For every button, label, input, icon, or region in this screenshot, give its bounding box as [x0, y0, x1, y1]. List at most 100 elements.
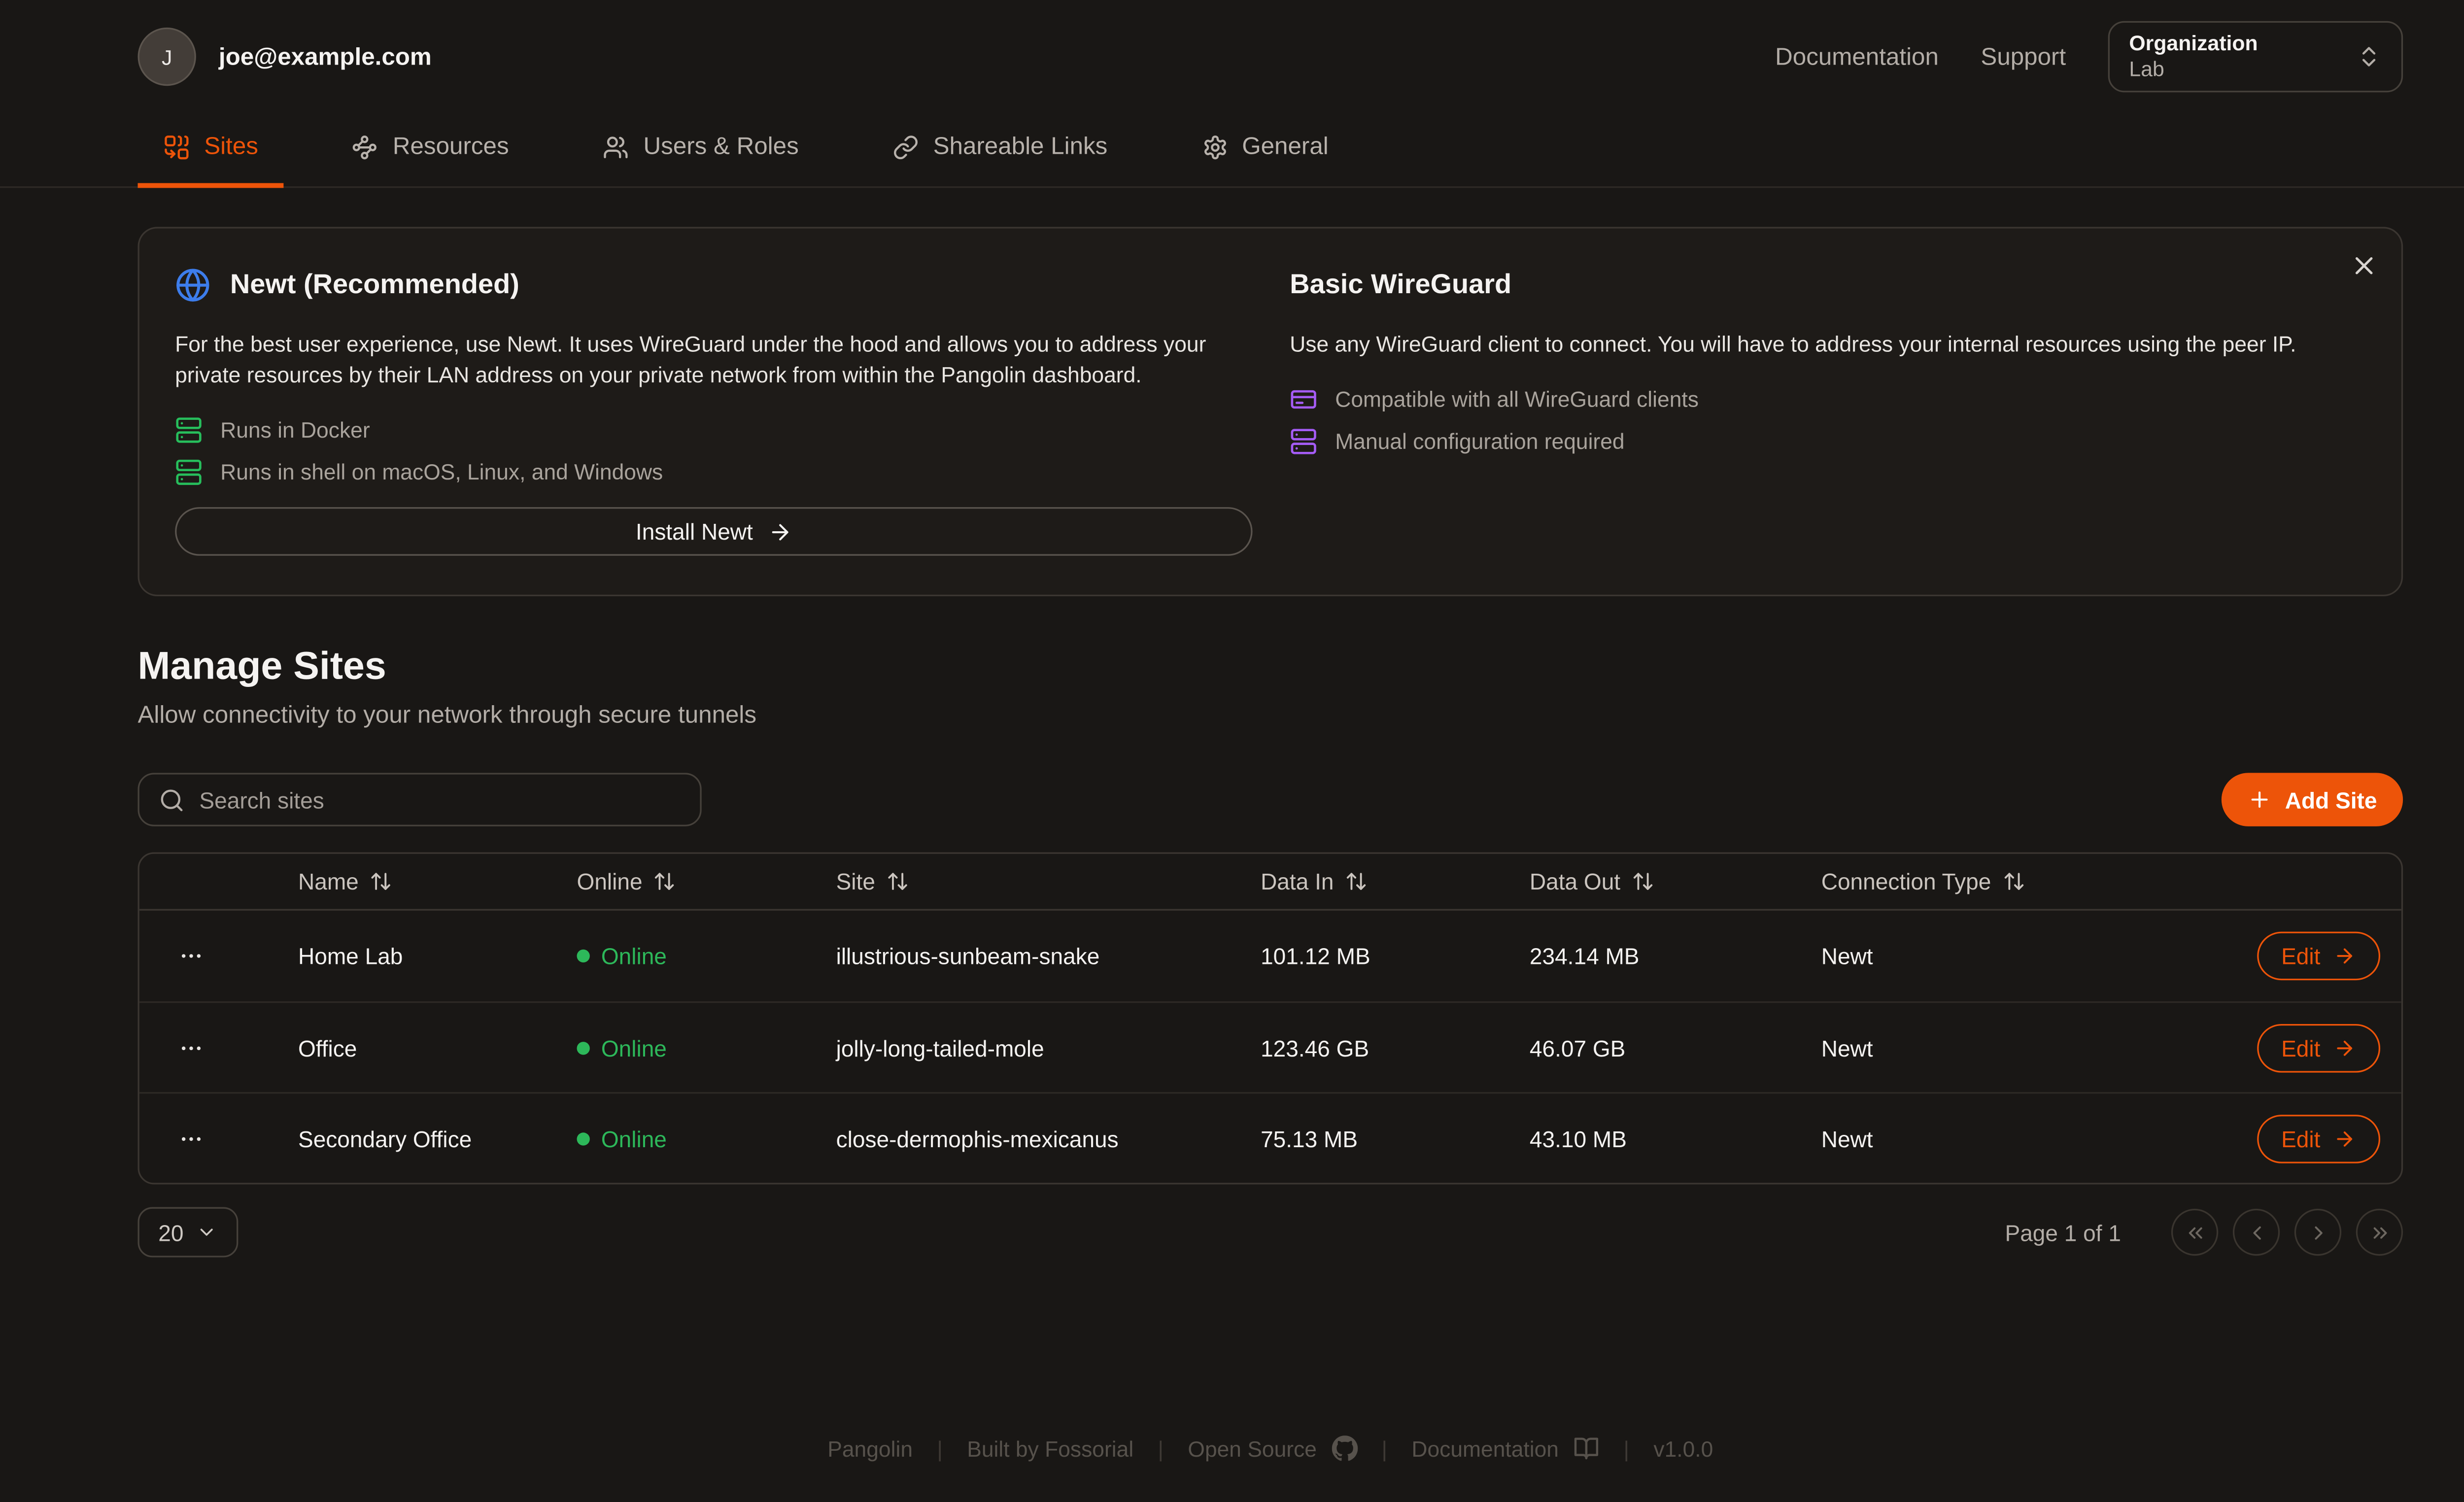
table-row: Secondary Office Online close-dermophis-… — [139, 1092, 2401, 1183]
search-icon — [161, 788, 183, 811]
user-menu[interactable]: J joe@example.com — [137, 27, 432, 86]
newt-feature: Runs in shell on macOS, Linux, and Windo… — [175, 457, 1253, 486]
first-page-button[interactable] — [2171, 1208, 2219, 1256]
org-selector[interactable]: Organization Lab — [2108, 21, 2403, 93]
feature-label: Runs in shell on macOS, Linux, and Windo… — [220, 459, 663, 484]
search-box — [137, 773, 702, 826]
edit-button[interactable]: Edit — [2257, 1023, 2381, 1072]
feature-label: Manual configuration required — [1335, 428, 1625, 453]
status-badge: Online — [577, 1126, 781, 1151]
chevron-right-icon — [2314, 1226, 2322, 1239]
chevron-down-icon — [201, 1229, 213, 1236]
install-newt-button[interactable]: Install Newt — [175, 507, 1253, 556]
newt-panel: Newt (Recommended) For the best user exp… — [175, 268, 1253, 556]
table-row: Office Online jolly-long-tailed-mole 123… — [139, 1001, 2401, 1092]
tab-label: General — [1242, 133, 1329, 161]
chevron-left-icon — [2252, 1226, 2260, 1239]
edit-button[interactable]: Edit — [2257, 1114, 2381, 1163]
sites-table: Name Online Site Data In Data Out Connec… — [137, 852, 2403, 1185]
book-open-icon — [1574, 1437, 1599, 1460]
globe-icon — [176, 269, 209, 302]
site-slug: jolly-long-tailed-mole — [836, 1034, 1044, 1060]
credit-card-icon — [1291, 389, 1316, 408]
connection-type: Newt — [1821, 1034, 1873, 1060]
site-slug: close-dermophis-mexicanus — [836, 1125, 1119, 1152]
sort-icon — [1347, 873, 1366, 890]
chevrons-right-icon — [2373, 1227, 2386, 1238]
sort-icon — [655, 873, 675, 890]
wireguard-description: Use any WireGuard client to connect. You… — [1290, 332, 2296, 357]
close-icon[interactable] — [2350, 251, 2379, 280]
avatar[interactable]: J — [137, 27, 196, 86]
onboarding-card: Newt (Recommended) For the best user exp… — [137, 227, 2403, 596]
status-badge: Online — [577, 943, 781, 969]
nav-documentation[interactable]: Documentation — [1775, 43, 1939, 71]
chevrons-left-icon — [2188, 1227, 2202, 1238]
tab-general[interactable]: General — [1175, 113, 1354, 186]
users-icon — [604, 136, 628, 158]
footer-documentation-link[interactable]: Documentation — [1411, 1435, 1599, 1462]
top-bar: J joe@example.com Documentation Support … — [0, 0, 2464, 113]
column-header-site[interactable]: Site — [781, 868, 1205, 894]
tab-sites[interactable]: Sites — [137, 113, 285, 188]
data-in: 123.46 GB — [1261, 1034, 1369, 1060]
tab-shareable-links[interactable]: Shareable Links — [867, 113, 1133, 186]
combine-icon — [165, 135, 189, 159]
tab-users-roles[interactable]: Users & Roles — [577, 113, 825, 186]
column-header-data-out[interactable]: Data Out — [1474, 868, 1766, 894]
wireguard-feature: Manual configuration required — [1290, 426, 2365, 455]
edit-button[interactable]: Edit — [2257, 931, 2381, 981]
tab-resources[interactable]: Resources — [326, 113, 535, 186]
newt-description: For the best user experience, use Newt. … — [175, 332, 1206, 387]
row-menu-icon[interactable] — [178, 1034, 205, 1060]
page-size-select[interactable]: 20 — [137, 1207, 239, 1258]
footer: Pangolin | Built by Fossorial | Open Sou… — [827, 1435, 1713, 1462]
footer-brand: Pangolin — [827, 1436, 913, 1461]
avatar-initial: J — [161, 44, 172, 69]
row-menu-icon[interactable] — [178, 943, 205, 969]
site-name: Home Lab — [298, 943, 403, 969]
link-icon — [893, 135, 918, 159]
server-icon — [1291, 428, 1316, 453]
table-row: Home Lab Online illustrious-sunbeam-snak… — [139, 911, 2401, 1001]
wireguard-title: Basic WireGuard — [1290, 269, 1512, 300]
feature-label: Compatible with all WireGuard clients — [1335, 386, 1699, 411]
row-menu-icon[interactable] — [178, 1126, 205, 1152]
arrow-right-icon — [2337, 1040, 2353, 1056]
column-header-online[interactable]: Online — [522, 868, 781, 894]
nav-support[interactable]: Support — [1981, 43, 2066, 71]
tab-label: Users & Roles — [643, 133, 799, 161]
top-right-nav: Documentation Support Organization Lab — [1775, 21, 2403, 93]
newt-feature: Runs in Docker — [175, 415, 1253, 444]
search-input[interactable] — [199, 786, 681, 813]
page-info: Page 1 of 1 — [2005, 1219, 2121, 1245]
server-icon — [176, 416, 202, 442]
page-title: Manage Sites — [137, 645, 386, 689]
last-page-button[interactable] — [2356, 1208, 2403, 1256]
column-header-name[interactable]: Name — [243, 868, 522, 894]
page-subtitle: Allow connectivity to your network throu… — [137, 701, 757, 729]
online-dot-icon — [577, 1131, 590, 1145]
org-selector-value: Lab — [2129, 57, 2164, 81]
data-out: 43.10 MB — [1529, 1125, 1627, 1152]
add-site-button[interactable]: Add Site — [2222, 773, 2403, 826]
column-header-data-in[interactable]: Data In — [1205, 868, 1474, 894]
footer-open-source-link[interactable]: Open Source — [1188, 1435, 1358, 1462]
tab-label: Resources — [392, 133, 509, 161]
plus-icon — [2252, 791, 2268, 808]
server-icon — [176, 459, 202, 484]
previous-page-button[interactable] — [2232, 1208, 2280, 1256]
footer-version: v1.0.0 — [1653, 1436, 1713, 1461]
newt-title: Newt (Recommended) — [230, 269, 519, 300]
data-out: 234.14 MB — [1529, 943, 1640, 969]
status-badge: Online — [577, 1034, 781, 1060]
feature-label: Runs in Docker — [220, 417, 370, 442]
next-page-button[interactable] — [2294, 1208, 2342, 1256]
arrow-right-icon — [2337, 948, 2353, 964]
tab-label: Sites — [204, 133, 258, 161]
column-header-connection-type[interactable]: Connection Type — [1766, 868, 2175, 894]
arrow-right-icon — [2337, 1130, 2353, 1146]
main-content: Newt (Recommended) For the best user exp… — [0, 188, 2464, 1258]
data-in: 75.13 MB — [1261, 1125, 1358, 1152]
